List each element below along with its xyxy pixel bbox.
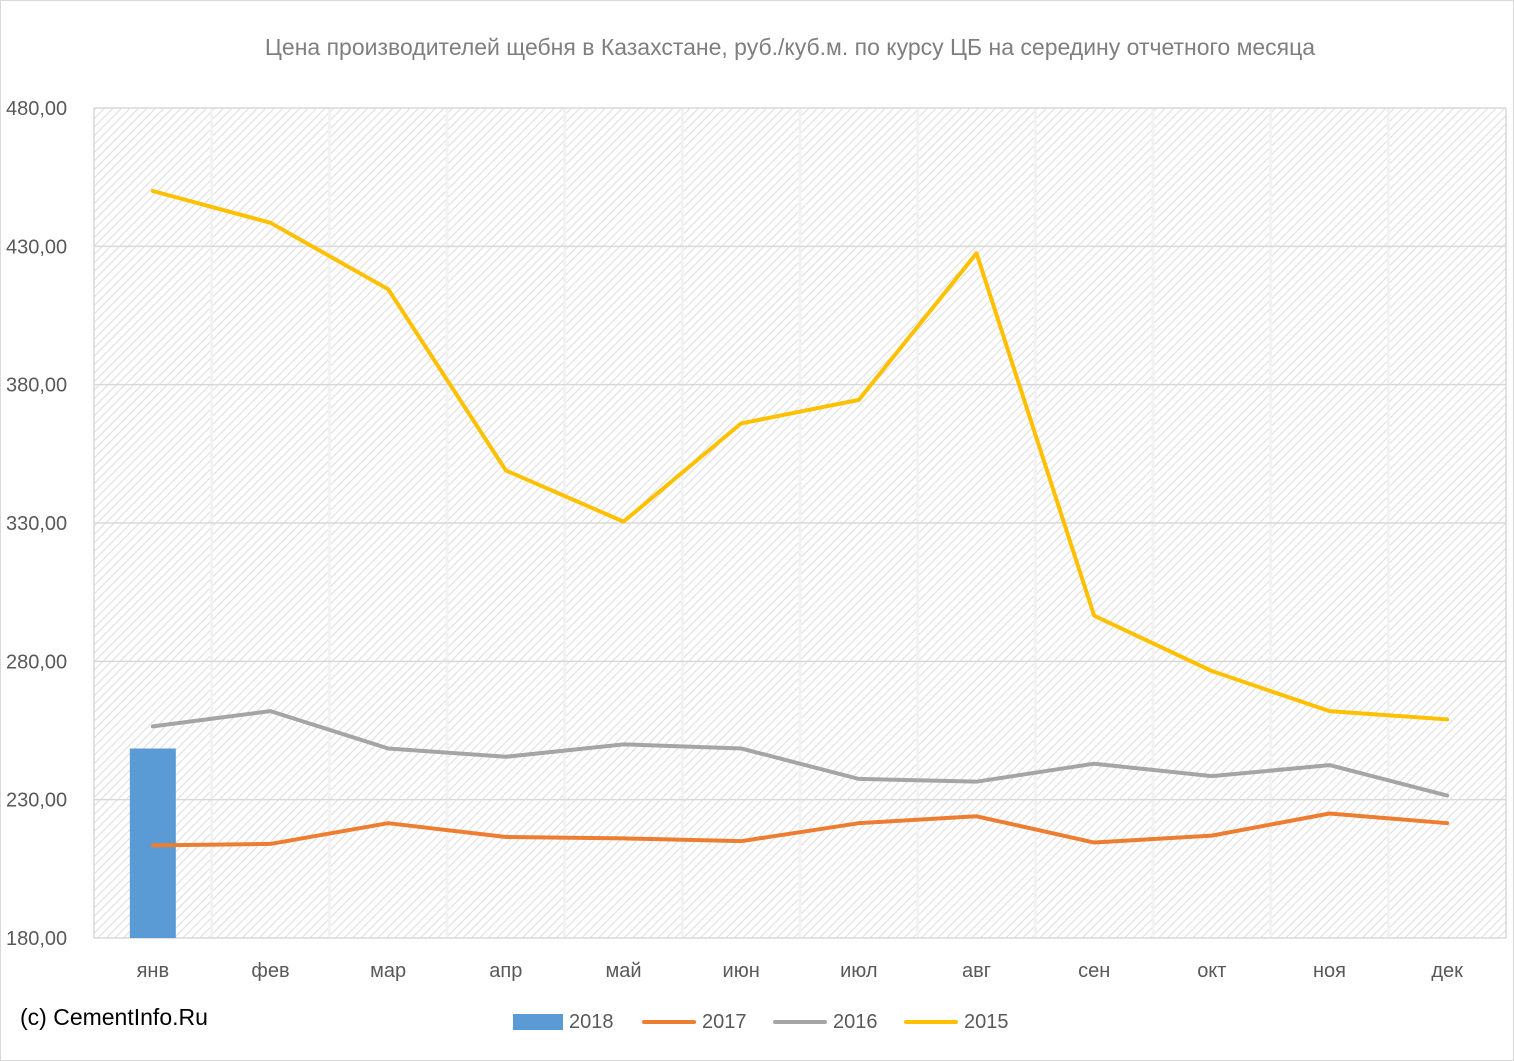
legend-swatch-2016 xyxy=(773,1020,827,1024)
point-2017 xyxy=(1329,813,1330,814)
legend-label-2016: 2016 xyxy=(833,1010,878,1033)
point-2017 xyxy=(270,843,271,845)
point-2017 xyxy=(623,837,624,839)
legend: 2018 2017 2016 2015 xyxy=(0,1005,1514,1039)
point-2016 xyxy=(387,747,389,749)
x-tick-label: июн xyxy=(723,960,760,982)
point-2016 xyxy=(1329,764,1330,766)
series-line-2015 xyxy=(150,189,1450,722)
chart-title: Цена производителей щебня в Казахстане, … xyxy=(264,34,1316,60)
x-tick-label: сен xyxy=(1078,960,1110,982)
point-2017 xyxy=(976,815,977,817)
point-2015 xyxy=(1446,718,1448,720)
y-tick-label: 480,00 xyxy=(6,98,67,120)
point-2017 xyxy=(858,822,860,824)
legend-label-2018: 2018 xyxy=(569,1010,614,1033)
y-tick-label: 280,00 xyxy=(6,651,67,673)
y-tick-label: 330,00 xyxy=(6,513,67,535)
x-tick-label: апр xyxy=(489,960,522,982)
point-2016 xyxy=(1211,775,1213,777)
series-line-2016 xyxy=(150,709,1450,798)
point-2016 xyxy=(976,781,977,783)
point-2015 xyxy=(976,252,977,254)
legend-item-2017: 2017 xyxy=(642,1005,747,1039)
x-tick-label: ноя xyxy=(1313,960,1346,982)
y-tick-label: 430,00 xyxy=(6,236,67,258)
point-2016 xyxy=(270,710,271,712)
point-2016 xyxy=(1446,795,1448,797)
point-2016 xyxy=(152,725,154,727)
point-2015 xyxy=(270,222,271,224)
legend-swatch-2017 xyxy=(642,1020,696,1024)
point-2015 xyxy=(505,469,507,471)
point-2015 xyxy=(740,422,742,424)
point-2015 xyxy=(152,190,154,192)
point-2015 xyxy=(1211,670,1213,672)
point-2017 xyxy=(387,822,389,824)
point-2015 xyxy=(623,521,624,523)
legend-item-2016: 2016 xyxy=(773,1005,878,1039)
x-tick-label: мар xyxy=(370,960,406,982)
legend-item-2015: 2015 xyxy=(904,1005,1009,1039)
legend-label-2015: 2015 xyxy=(964,1010,1009,1033)
point-2017 xyxy=(505,836,507,838)
legend-swatch-2018 xyxy=(513,1014,563,1030)
point-2017 xyxy=(1446,822,1448,824)
point-2015 xyxy=(1093,615,1095,617)
x-tick-label: дек xyxy=(1431,960,1463,982)
series-line-2017 xyxy=(150,811,1450,848)
point-2017 xyxy=(152,844,154,846)
point-2016 xyxy=(623,743,624,745)
legend-item-2018: 2018 xyxy=(513,1005,614,1039)
point-2016 xyxy=(858,778,860,780)
x-tick-label: авг xyxy=(962,960,991,982)
y-tick-label: 180,00 xyxy=(6,928,67,950)
y-tick-label: 380,00 xyxy=(6,375,67,397)
point-2017 xyxy=(740,840,742,842)
point-2015 xyxy=(387,288,389,290)
x-tick-label: июл xyxy=(840,960,877,982)
point-2015 xyxy=(858,399,860,401)
x-tick-label: янв xyxy=(137,960,170,982)
point-2016 xyxy=(505,756,507,758)
x-tick-label: фев xyxy=(251,960,289,982)
point-2017 xyxy=(1211,835,1213,837)
legend-label-2017: 2017 xyxy=(702,1010,747,1033)
point-2016 xyxy=(1093,763,1095,765)
y-tick-label: 230,00 xyxy=(6,790,67,812)
point-2015 xyxy=(1329,710,1330,712)
x-tick-label: окт xyxy=(1197,960,1226,982)
point-2017 xyxy=(1093,842,1095,844)
point-2016 xyxy=(740,747,742,749)
copyright-text: (c) CementInfo.Ru xyxy=(20,1004,208,1030)
x-tick-label: май xyxy=(605,960,641,982)
legend-swatch-2015 xyxy=(904,1020,958,1024)
